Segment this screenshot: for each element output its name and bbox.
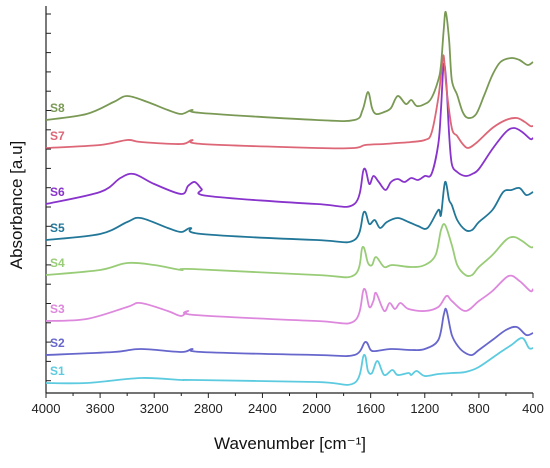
x-tick-label: 2800 [194,401,223,416]
series-layer [45,11,534,386]
series-line-s4 [45,223,534,279]
axis-ticks: 4000 3600 3200 2800 2400 2000 1600 1200 800 400 [32,13,544,416]
x-tick-label: 400 [522,401,544,416]
y-axis-title: Absorbance [a.u] [7,141,26,270]
series-line-s2 [45,307,534,357]
series-label-s1: S1 [50,364,65,378]
x-tick-label: 1200 [410,401,439,416]
series-label-s6: S6 [50,185,65,199]
x-tick-label: 3600 [86,401,115,416]
x-tick-label: 800 [468,401,490,416]
series-label-s5: S5 [50,221,65,235]
series-label-s7: S7 [50,129,65,143]
x-tick-label: 4000 [32,401,61,416]
plot-frame [45,6,533,394]
x-tick-label: 2400 [248,401,277,416]
series-line-s8 [45,11,534,122]
series-line-s6 [45,62,534,208]
x-tick-label: 2000 [302,401,331,416]
series-label-s8: S8 [50,101,65,115]
series-label-s4: S4 [50,256,65,270]
series-label-s3: S3 [50,302,65,316]
series-labels: S1 S2 S3 S4 S5 S6 S7 S8 [50,101,65,378]
x-axis-title: Wavenumber [cm⁻¹] [214,434,366,453]
x-tick-label: 3200 [140,401,169,416]
series-line-s3 [45,274,534,325]
series-line-s5 [45,180,534,244]
series-label-s2: S2 [50,336,65,350]
series-line-s7 [45,54,534,150]
series-line-s1 [45,337,534,386]
x-tick-label: 1600 [356,401,385,416]
